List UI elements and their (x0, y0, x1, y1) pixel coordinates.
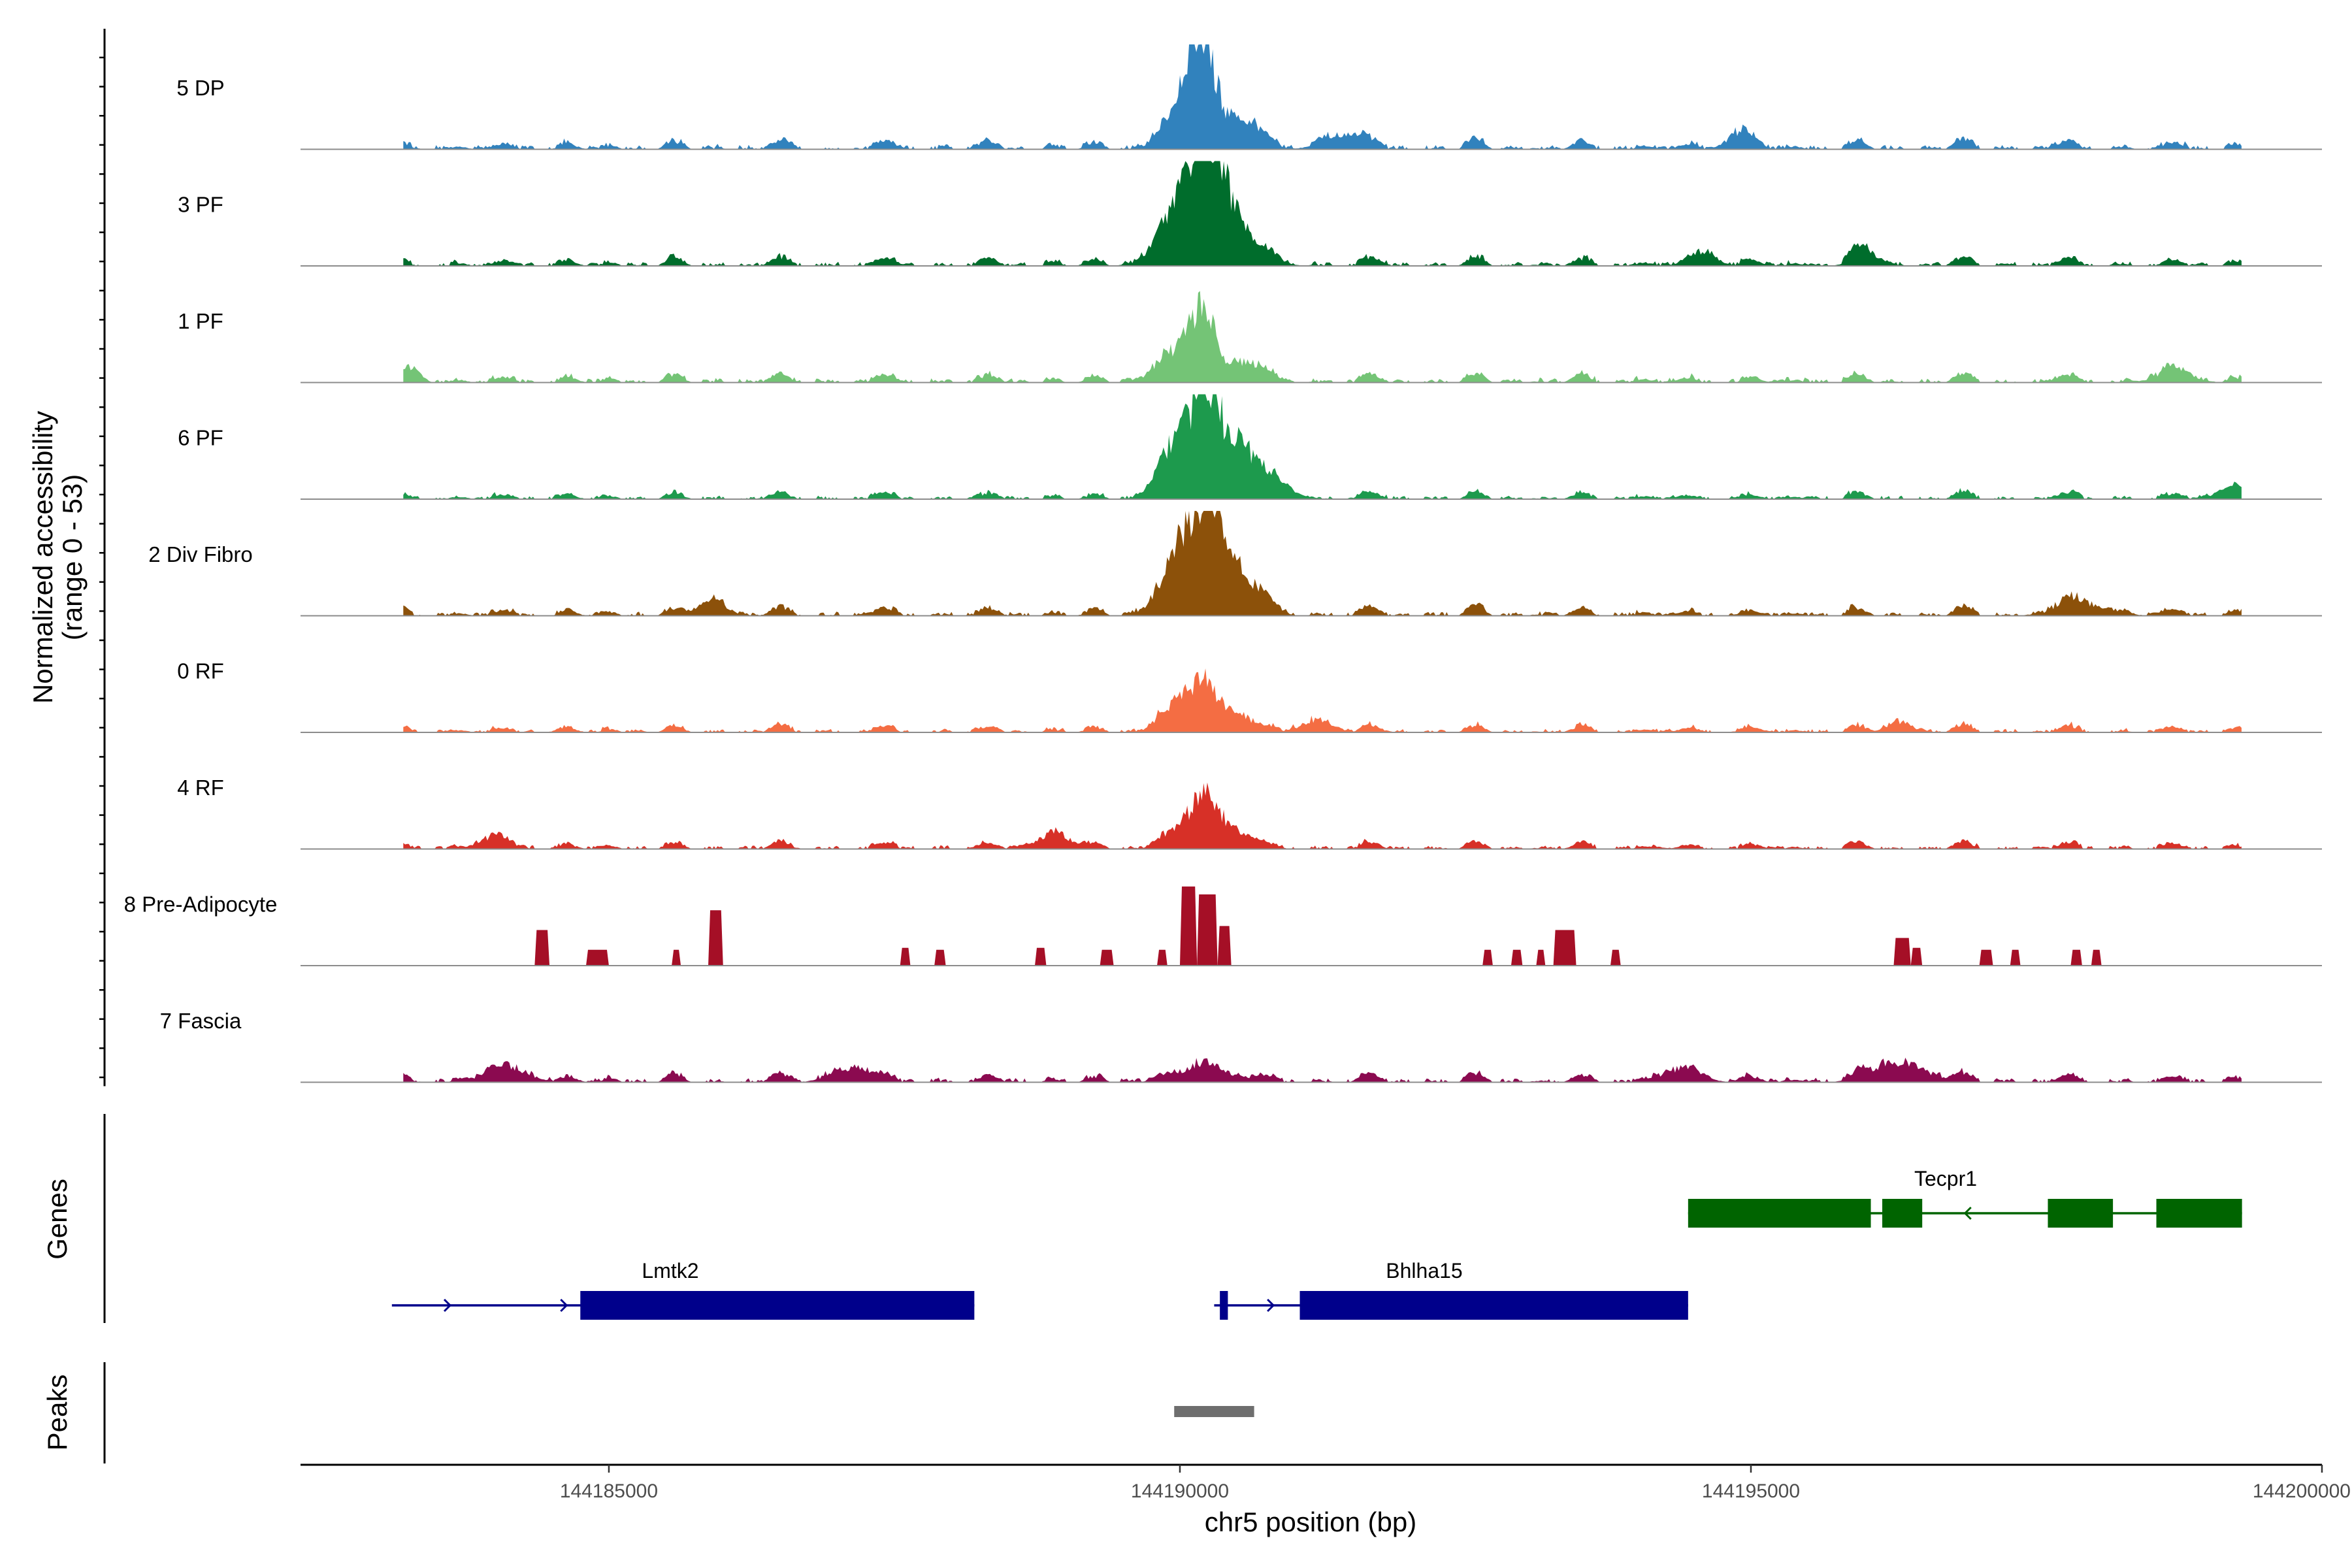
strand-arrow (1267, 1298, 1275, 1313)
gene-exon (580, 1291, 975, 1320)
x-tick-label: 144185000 (560, 1480, 658, 1502)
track-5-dp: 5 DP (176, 44, 2322, 150)
track-label: 4 RF (177, 776, 224, 800)
coverage-block (2091, 949, 2102, 966)
coverage-block (2010, 949, 2021, 966)
x-axis-title: chr5 position (bp) (1205, 1507, 1417, 1537)
gene-annotation-track: Tecpr1 Lmtk2 Bhlha15 (103, 1114, 2242, 1323)
coverage-block (1610, 949, 1621, 966)
y-axis-title: Normalized accessibility (27, 411, 58, 704)
gene-bhlha15: Bhlha15 (1214, 1259, 1688, 1320)
gene-exon (1688, 1199, 1871, 1228)
gene-exon (2048, 1199, 2114, 1228)
track-1-pf: 1 PF (178, 291, 2322, 384)
gene-label: Lmtk2 (642, 1259, 698, 1282)
coverage-block (672, 949, 681, 966)
x-tick-label: 144195000 (1702, 1480, 1800, 1502)
coverage-block (1179, 886, 1198, 966)
gene-exon (1299, 1291, 1688, 1320)
coverage-tracks: 5 DP 3 PF 1 PF 6 PF 2 Div Fibro 0 RF 4 RF 8 Pre… (124, 44, 2322, 1083)
track-label: 0 RF (177, 659, 224, 683)
coverage-block (1979, 949, 1993, 966)
track-label: 7 Fascia (160, 1009, 242, 1033)
coverage-area (403, 394, 2242, 499)
track-2-div-fibro: 2 Div Fibro (148, 511, 2322, 617)
coverage-area (403, 511, 2242, 616)
coverage-block (1157, 949, 1168, 966)
gene-tecpr1: Tecpr1 (1688, 1167, 2242, 1228)
coverage-block (2070, 949, 2082, 966)
track-label: 6 PF (178, 426, 223, 450)
genes-panel-title: Genes (42, 1179, 73, 1260)
x-tick-label: 144190000 (1131, 1480, 1229, 1502)
gene-exon (2156, 1199, 2242, 1228)
track-label: 3 PF (178, 193, 223, 217)
coverage-block (1553, 930, 1576, 966)
gene-exon (1220, 1291, 1228, 1320)
peaks-track (103, 1362, 1254, 1463)
coverage-area (403, 668, 2242, 732)
coverage-block (1217, 926, 1232, 966)
coverage-block (1034, 947, 1047, 966)
gene-lmtk2: Lmtk2 (391, 1259, 975, 1320)
coverage-block (1910, 947, 1923, 966)
coverage-area (403, 44, 2242, 150)
coverage-block (708, 910, 723, 966)
coverage-block (534, 930, 550, 966)
coverage-block (934, 949, 946, 966)
track-label: 1 PF (178, 309, 223, 333)
y-axis-range-subtitle: (range 0 - 53) (57, 474, 88, 640)
track-0-rf: 0 RF (177, 659, 2322, 733)
x-axis: 144185000 144190000 144195000 144200000 (301, 1463, 2351, 1502)
y-axis (99, 29, 106, 1086)
peaks-panel-title: Peaks (42, 1375, 73, 1451)
coverage-block (1893, 938, 1911, 966)
coverage-block (1536, 949, 1546, 966)
coverage-block (1511, 949, 1523, 966)
coverage-block (586, 949, 609, 966)
coverage-block (900, 947, 911, 966)
strand-arrow (443, 1298, 452, 1313)
track-7-fascia: 7 Fascia (160, 1009, 2322, 1083)
peak-region (1174, 1406, 1254, 1417)
strand-arrow (560, 1298, 568, 1313)
x-tick-label: 144200000 (2253, 1480, 2351, 1502)
track-4-rf: 4 RF (177, 776, 2322, 850)
gene-label: Tecpr1 (1914, 1167, 1977, 1190)
track-8-pre-adipocyte: 8 Pre-Adipocyte (124, 886, 2322, 966)
gene-label: Bhlha15 (1386, 1259, 1462, 1282)
track-3-pf: 3 PF (178, 161, 2322, 267)
coverage-area (403, 782, 2242, 849)
coverage-area (403, 161, 2242, 266)
track-label: 2 Div Fibro (148, 542, 253, 566)
coverage-block (1482, 949, 1493, 966)
coverage-area (403, 1057, 2242, 1083)
gene-exon (1882, 1199, 1923, 1228)
track-label: 8 Pre-Adipocyte (124, 892, 278, 917)
coverage-block (1197, 894, 1218, 966)
strand-arrow (1963, 1206, 1972, 1220)
coverage-block (1100, 949, 1114, 966)
track-label: 5 DP (176, 76, 224, 100)
coverage-area (403, 291, 2242, 383)
track-6-pf: 6 PF (178, 394, 2322, 500)
